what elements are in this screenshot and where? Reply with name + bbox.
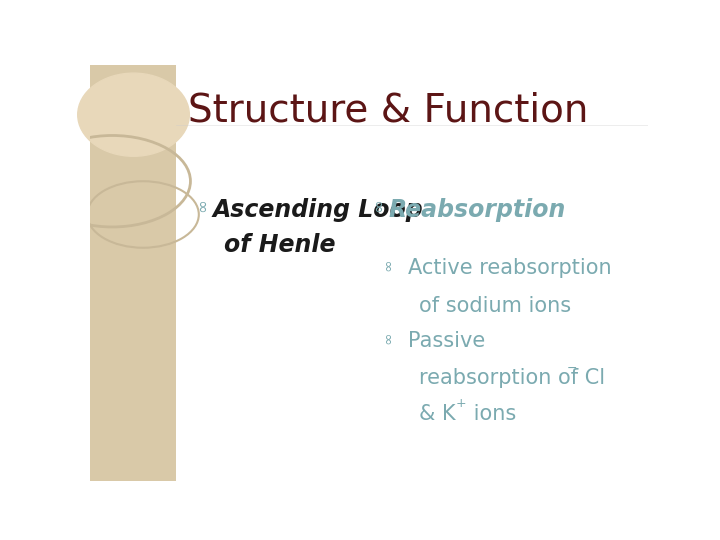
Text: ∞: ∞: [193, 198, 211, 212]
Text: Ascending Loop: Ascending Loop: [213, 198, 423, 222]
Text: −: −: [567, 362, 577, 375]
Text: of sodium ions: of sodium ions: [419, 295, 572, 315]
FancyBboxPatch shape: [90, 65, 176, 481]
Text: & K: & K: [419, 404, 456, 424]
Text: Passive: Passive: [408, 331, 485, 351]
Text: of Henle: of Henle: [224, 233, 336, 257]
Text: ions: ions: [467, 404, 516, 424]
Text: +: +: [456, 397, 466, 410]
Circle shape: [78, 73, 189, 156]
Text: ∞: ∞: [380, 331, 395, 343]
Text: Active reabsorption: Active reabsorption: [408, 258, 612, 278]
Text: ∞: ∞: [369, 198, 387, 212]
Text: ∞: ∞: [380, 258, 395, 271]
Text: Structure & Function: Structure & Function: [188, 92, 588, 130]
Text: Reabsorption: Reabsorption: [389, 198, 566, 222]
Text: reabsorption of Cl: reabsorption of Cl: [419, 368, 606, 388]
